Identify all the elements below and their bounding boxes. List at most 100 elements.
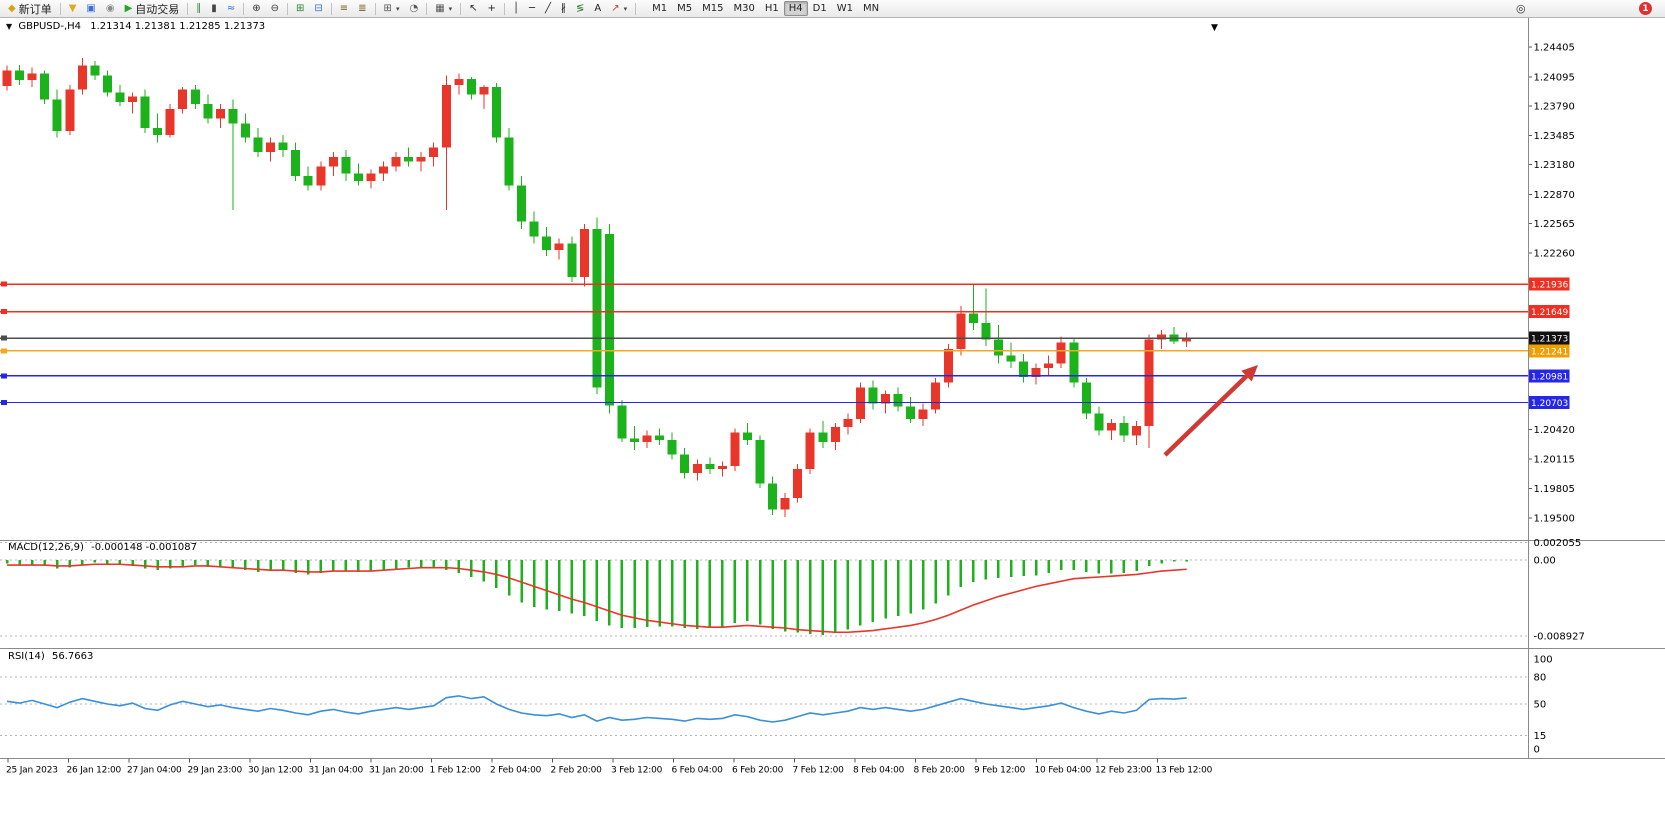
candle-body bbox=[165, 108, 175, 135]
toolbar-separator bbox=[59, 2, 61, 15]
hline-anchor[interactable] bbox=[1, 335, 7, 341]
chart-canvas[interactable]: 1.21936 1.21649 1.21373 1.21241 1.20981 1.207… bbox=[0, 18, 1665, 832]
trendline-button[interactable]: ╱ bbox=[540, 1, 556, 17]
candle-body bbox=[203, 104, 213, 119]
hline-anchor[interactable] bbox=[1, 281, 7, 287]
candle-body bbox=[1106, 422, 1116, 431]
candle-body bbox=[441, 84, 451, 148]
candle-body bbox=[805, 432, 815, 470]
timeframe-mn-button[interactable]: MN bbox=[862, 3, 880, 14]
candle-body bbox=[667, 440, 677, 455]
candle-body bbox=[102, 75, 112, 93]
timeframe-h4-button[interactable]: H4 bbox=[783, 1, 808, 16]
tile-windows-button[interactable]: ⊞ bbox=[291, 1, 309, 17]
fibonacci-button[interactable]: ≶ bbox=[571, 1, 589, 17]
hline-anchor[interactable] bbox=[1, 373, 7, 379]
vertical-line-button[interactable]: │ bbox=[508, 1, 524, 17]
new-order-button[interactable]: ◆ 新订单 bbox=[3, 1, 57, 17]
equidistant-channel-button[interactable]: ∦ bbox=[556, 1, 571, 17]
candle-body bbox=[893, 394, 903, 407]
toolbar-icon-group-b: ∥ ▮ ≈ ⊕ ⊖ ⊞ ⊟ ≡ ≣ ⊞ ▾ ◔ ▦ ▾ ↖ + │ ─ ╱ ∦ ≶ A ↗ ▾ bbox=[191, 1, 639, 17]
candle-body bbox=[793, 469, 803, 498]
toolbar-separator bbox=[374, 2, 376, 15]
candle-body bbox=[128, 96, 137, 103]
macd-signal-line bbox=[7, 563, 1187, 634]
price-tag-label: 1.21373 bbox=[1531, 335, 1568, 345]
timeframe-h1-button[interactable]: H1 bbox=[764, 3, 779, 14]
period-clock-icon: ◔ bbox=[409, 2, 419, 14]
notification-badge[interactable]: 1 bbox=[1639, 2, 1652, 15]
ohlc-bars-button[interactable]: ∥ bbox=[191, 1, 206, 17]
time-axis-label: 8 Feb 04:00 bbox=[853, 766, 905, 776]
charts-window-button[interactable]: ▣ bbox=[81, 1, 100, 17]
timeframe-m5-button[interactable]: M5 bbox=[677, 3, 693, 14]
cascade-windows-button[interactable]: ⊟ bbox=[309, 1, 327, 17]
candlestick-chart-button[interactable]: ▮ bbox=[206, 1, 222, 17]
candle-body bbox=[956, 313, 966, 349]
time-axis-label: 13 Feb 12:00 bbox=[1156, 766, 1213, 776]
trend-arrow-shaft[interactable] bbox=[1163, 373, 1250, 457]
timeframe-m15-button[interactable]: M15 bbox=[702, 3, 724, 14]
candle-body bbox=[981, 323, 991, 340]
macd-indicator-name: MACD(12,26,9) bbox=[8, 542, 84, 553]
price-axis-label: 1.20115 bbox=[1534, 454, 1575, 465]
arrows-icon: ↗ bbox=[611, 2, 620, 14]
symbol-collapse-icon[interactable]: ▼ bbox=[6, 22, 13, 31]
candle-body bbox=[2, 70, 12, 86]
trend-arrow-head[interactable] bbox=[1241, 365, 1258, 382]
price-axis-label: 1.23485 bbox=[1534, 131, 1575, 142]
line-chart-button[interactable]: ≈ bbox=[222, 1, 240, 17]
candle-body bbox=[968, 313, 978, 324]
sound-button[interactable]: ◉ bbox=[101, 1, 120, 17]
timeframe-bar: M1 M5 M15 M30 H1 H4 D1 W1 MN bbox=[647, 1, 884, 16]
price-axis-label: 1.19500 bbox=[1534, 513, 1575, 524]
zoom-in-button[interactable]: ⊕ bbox=[247, 1, 265, 17]
candle-body bbox=[830, 426, 840, 443]
candle-body bbox=[554, 243, 564, 251]
timeframe-m1-button[interactable]: M1 bbox=[652, 3, 668, 14]
timeframe-d1-button[interactable]: D1 bbox=[812, 3, 827, 14]
timeframe-m30-button[interactable]: M30 bbox=[733, 3, 755, 14]
toolbar-separator bbox=[460, 2, 462, 15]
hline-anchor[interactable] bbox=[1, 399, 7, 405]
candle-body bbox=[517, 185, 527, 222]
auto-trading-button[interactable]: ▶ 自动交易 bbox=[120, 1, 185, 17]
candle-body bbox=[542, 236, 552, 251]
candle-body bbox=[1019, 361, 1029, 377]
hline-anchor[interactable] bbox=[1, 309, 7, 315]
template-button[interactable]: ▦ ▾ bbox=[430, 1, 457, 17]
profile-funnel-button[interactable]: ▼ bbox=[64, 1, 82, 17]
time-axis-label: 2 Feb 04:00 bbox=[490, 766, 542, 776]
search-icon[interactable]: ◎ bbox=[1516, 2, 1526, 15]
arrows-button[interactable]: ↗ ▾ bbox=[606, 1, 632, 17]
indicators-add-button[interactable]: ≣ bbox=[353, 1, 371, 17]
text-label-button[interactable]: A bbox=[589, 1, 606, 17]
candle-body bbox=[742, 432, 752, 441]
new-chart-button[interactable]: ⊞ ▾ bbox=[379, 1, 405, 17]
macd-readout: -0.000148 -0.001087 bbox=[91, 542, 197, 553]
time-axis-label: 10 Feb 04:00 bbox=[1035, 766, 1092, 776]
candle-body bbox=[215, 108, 225, 119]
price-axis-label: 1.20420 bbox=[1534, 425, 1575, 436]
candle-body bbox=[316, 166, 326, 186]
timeframe-w1-button[interactable]: W1 bbox=[836, 3, 853, 14]
hline-anchor[interactable] bbox=[1, 348, 7, 354]
candle-body bbox=[1069, 342, 1079, 383]
time-axis-label: 30 Jan 12:00 bbox=[248, 766, 303, 776]
crosshair-button[interactable]: + bbox=[483, 1, 501, 17]
cursor-button[interactable]: ↖ bbox=[464, 1, 482, 17]
new-chart-icon: ⊞ bbox=[383, 2, 392, 14]
period-clock-button[interactable]: ◔ bbox=[404, 1, 423, 17]
indicators-list-icon: ≡ bbox=[339, 2, 349, 14]
candle-body bbox=[1044, 363, 1054, 369]
time-axis-label: 6 Feb 04:00 bbox=[672, 766, 724, 776]
indicators-list-button[interactable]: ≡ bbox=[335, 1, 353, 17]
candle-body bbox=[253, 137, 263, 153]
autotrading-play-icon: ▶ bbox=[124, 2, 133, 14]
candle-body bbox=[454, 79, 464, 85]
ohlc-bars-icon: ∥ bbox=[196, 2, 202, 14]
candle-body bbox=[178, 89, 188, 109]
time-axis-label: 31 Jan 04:00 bbox=[309, 766, 364, 776]
zoom-out-button[interactable]: ⊖ bbox=[266, 1, 284, 17]
horizontal-line-button[interactable]: ─ bbox=[524, 1, 540, 17]
